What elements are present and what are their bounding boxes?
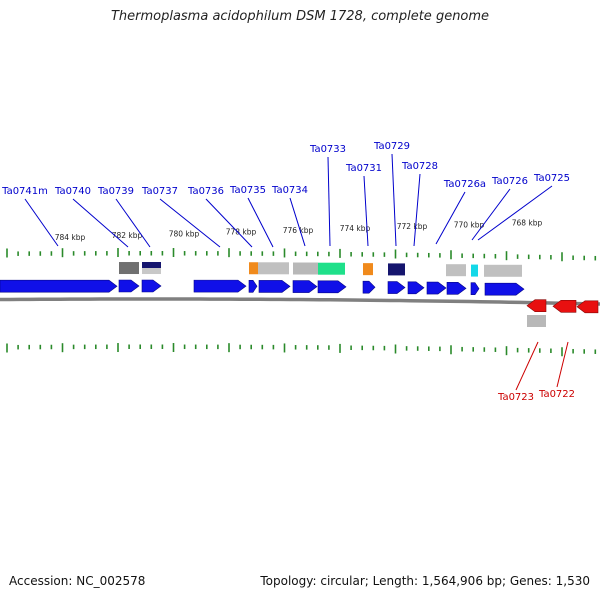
cog-box	[119, 262, 139, 275]
gene-label: Ta0728	[401, 161, 438, 172]
ruler-label: 780 kbp	[169, 229, 200, 238]
ruler-labels: 784 kbp 782 kbp 780 kbp 778 kbp 776 kbp 774 k…	[55, 219, 543, 242]
forward-gene-arrow	[0, 279, 118, 293]
reverse-gene-arrow	[526, 299, 547, 313]
gene-label: Ta0735	[229, 185, 266, 196]
forward-gene-arrow	[407, 281, 425, 295]
forward-gene-arrow	[141, 279, 162, 293]
gene-label: Ta0737	[141, 186, 178, 197]
gene-label: Ta0722	[538, 389, 575, 400]
ruler-label: 784 kbp	[55, 233, 86, 242]
ruler-label: 782 kbp	[112, 231, 143, 240]
gene-leader-line	[72, 198, 129, 248]
cog-box	[446, 264, 466, 277]
reverse-gene-arrow	[576, 300, 599, 314]
gene-label-leaders	[24, 153, 569, 391]
gene-leader-line	[471, 188, 511, 241]
forward-gene-arrow	[317, 280, 347, 294]
cog-box	[318, 262, 345, 275]
cog-category-boxes	[119, 262, 546, 327]
gene-leader-line	[477, 185, 553, 241]
gene-leader-line	[413, 173, 421, 247]
forward-gene-arrow	[258, 280, 291, 293]
gene-leader-line	[247, 197, 274, 248]
gene-label: Ta0723	[497, 392, 534, 403]
forward-gene-arrow	[446, 282, 467, 295]
gene-label: Ta0725	[533, 173, 570, 184]
cog-box	[484, 264, 522, 277]
forward-gene-arrow	[387, 281, 406, 294]
gene-label: Ta0736	[187, 186, 224, 197]
gene-leader-line	[205, 198, 253, 248]
gene-label: Ta0726a	[443, 179, 486, 190]
gene-label: Ta0739	[97, 186, 134, 197]
gene-leader-line	[515, 341, 539, 391]
gene-label: Ta0740	[54, 186, 91, 197]
ruler-label: 778 kbp	[226, 228, 257, 237]
cog-box	[527, 315, 546, 327]
gene-leader-line	[391, 153, 397, 247]
gene-label: Ta0733	[309, 144, 346, 155]
forward-gene-arrow	[426, 281, 447, 295]
forward-gene-arrow	[292, 280, 318, 293]
gene-label: Ta0741m	[1, 186, 48, 197]
cog-box	[471, 264, 478, 277]
forward-gene-arrow	[362, 280, 376, 294]
cog-box	[142, 268, 161, 275]
gene-labels: Ta0741m Ta0740 Ta0739 Ta0737 Ta0736 Ta0735 Ta0…	[1, 141, 575, 403]
forward-gene-arrow	[248, 279, 258, 293]
gene-features	[0, 279, 599, 314]
ruler-ticks-bottom	[6, 343, 597, 357]
forward-gene-arrow	[193, 279, 247, 293]
genome-backbone	[0, 297, 600, 306]
gene-label: Ta0729	[373, 141, 410, 152]
ruler-ticks-top	[6, 248, 597, 262]
gene-leader-line	[159, 198, 221, 248]
ruler-label: 774 kbp	[340, 224, 371, 233]
gene-label: Ta0731	[345, 163, 382, 174]
ruler-label: 772 kbp	[397, 222, 428, 231]
backbone-line	[0, 297, 600, 306]
forward-gene-arrow	[484, 282, 525, 296]
gene-leader-line	[363, 175, 369, 247]
ruler-label: 768 kbp	[512, 219, 543, 228]
forward-gene-arrow	[470, 282, 480, 295]
gene-leader-line	[24, 198, 59, 247]
ruler-label: 776 kbp	[283, 226, 314, 235]
cog-box	[388, 263, 405, 276]
gene-leader-line	[115, 198, 151, 248]
cog-box	[249, 262, 258, 275]
forward-gene-arrow	[118, 279, 140, 293]
gene-leader-line	[556, 341, 569, 388]
cog-box	[258, 262, 289, 275]
accession-text: Accession: NC_002578	[9, 574, 146, 588]
reverse-gene-arrow	[552, 299, 577, 313]
gene-leader-line	[327, 156, 331, 247]
gene-leader-line	[289, 197, 306, 247]
genome-summary-text: Topology: circular; Length: 1,564,906 bp…	[260, 574, 590, 588]
genome-title: Thermoplasma acidophilum DSM 1728, compl…	[110, 9, 490, 24]
ruler-label: 770 kbp	[454, 220, 485, 229]
cog-box	[363, 263, 373, 276]
gene-label: Ta0734	[271, 185, 308, 196]
cog-box	[293, 262, 318, 275]
gene-label: Ta0726	[491, 176, 528, 187]
gene-leader-line	[435, 191, 466, 245]
